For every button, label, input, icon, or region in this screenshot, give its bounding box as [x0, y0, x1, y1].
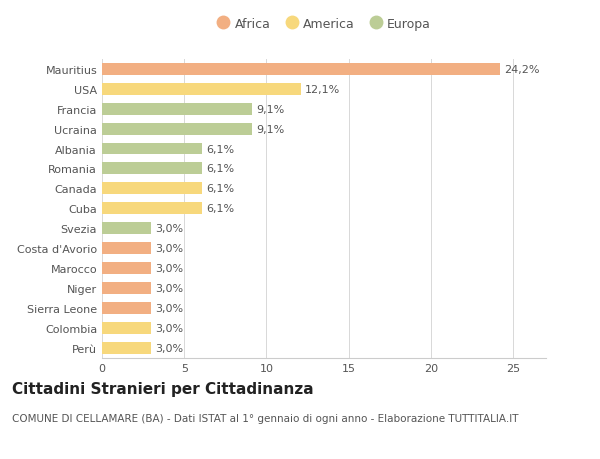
Bar	[102, 282, 151, 294]
Bar	[102, 143, 202, 155]
Text: 9,1%: 9,1%	[256, 104, 284, 114]
Bar	[102, 223, 151, 235]
Bar	[102, 203, 202, 215]
Text: 12,1%: 12,1%	[305, 84, 340, 95]
Bar	[102, 163, 202, 175]
Bar	[102, 84, 301, 95]
Text: 3,0%: 3,0%	[155, 343, 184, 353]
Text: 6,1%: 6,1%	[206, 164, 235, 174]
Text: 3,0%: 3,0%	[155, 283, 184, 293]
Text: 6,1%: 6,1%	[206, 144, 235, 154]
Bar	[102, 103, 251, 115]
Bar	[102, 263, 151, 274]
Text: COMUNE DI CELLAMARE (BA) - Dati ISTAT al 1° gennaio di ogni anno - Elaborazione : COMUNE DI CELLAMARE (BA) - Dati ISTAT al…	[12, 413, 518, 423]
Text: 6,1%: 6,1%	[206, 204, 235, 214]
Text: Cittadini Stranieri per Cittadinanza: Cittadini Stranieri per Cittadinanza	[12, 381, 314, 396]
Bar	[102, 183, 202, 195]
Text: 6,1%: 6,1%	[206, 184, 235, 194]
Text: 3,0%: 3,0%	[155, 244, 184, 254]
Text: 24,2%: 24,2%	[504, 65, 539, 75]
Bar	[102, 302, 151, 314]
Text: 9,1%: 9,1%	[256, 124, 284, 134]
Bar	[102, 123, 251, 135]
Text: 3,0%: 3,0%	[155, 263, 184, 274]
Text: 3,0%: 3,0%	[155, 303, 184, 313]
Bar	[102, 64, 500, 76]
Bar	[102, 322, 151, 334]
Bar	[102, 342, 151, 354]
Legend: Africa, America, Europa: Africa, America, Europa	[217, 18, 431, 31]
Text: 3,0%: 3,0%	[155, 323, 184, 333]
Bar	[102, 243, 151, 255]
Text: 3,0%: 3,0%	[155, 224, 184, 234]
